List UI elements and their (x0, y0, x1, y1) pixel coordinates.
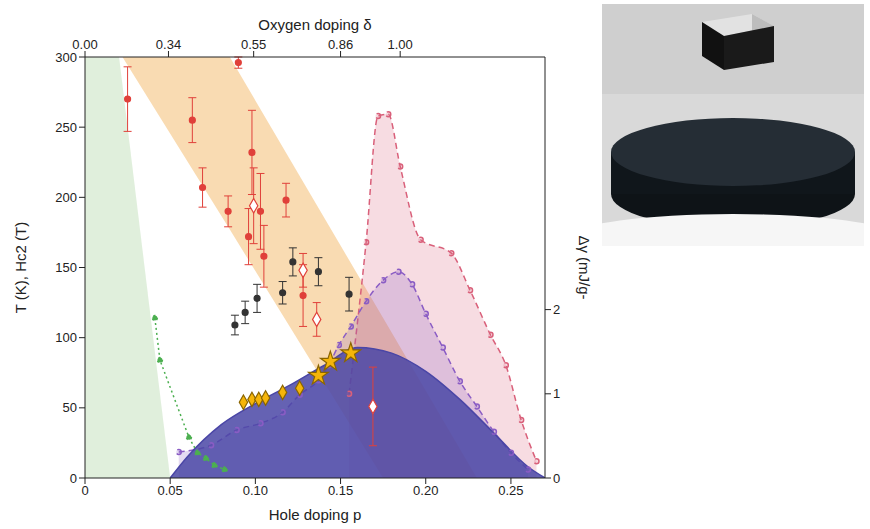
svg-text:200: 200 (55, 190, 77, 205)
svg-text:300: 300 (55, 50, 77, 65)
svg-text:100: 100 (55, 330, 77, 345)
svg-text:2: 2 (553, 302, 560, 317)
svg-text:1.00: 1.00 (388, 37, 413, 52)
svg-text:T (K), Hc2 (T): T (K), Hc2 (T) (12, 222, 29, 313)
svg-text:0: 0 (553, 471, 560, 486)
svg-text:0.55: 0.55 (241, 37, 266, 52)
svg-text:150: 150 (55, 260, 77, 275)
svg-text:Oxygen doping δ: Oxygen doping δ (258, 16, 371, 33)
svg-text:1: 1 (553, 386, 560, 401)
svg-text:0: 0 (81, 483, 88, 498)
svg-text:0.20: 0.20 (413, 483, 438, 498)
svg-text:0.34: 0.34 (156, 37, 181, 52)
svg-text:Hole doping p: Hole doping p (269, 506, 362, 523)
svg-text:Δγ (mJ/g-: Δγ (mJ/g- (576, 235, 593, 299)
svg-text:0.10: 0.10 (243, 483, 268, 498)
svg-text:0: 0 (70, 471, 77, 486)
svg-text:0.15: 0.15 (328, 483, 353, 498)
svg-text:50: 50 (63, 400, 77, 415)
svg-text:0.05: 0.05 (158, 483, 183, 498)
svg-text:0.00: 0.00 (72, 37, 98, 52)
svg-text:0.86: 0.86 (328, 37, 353, 52)
svg-text:0.25: 0.25 (498, 483, 523, 498)
svg-text:250: 250 (55, 120, 77, 135)
